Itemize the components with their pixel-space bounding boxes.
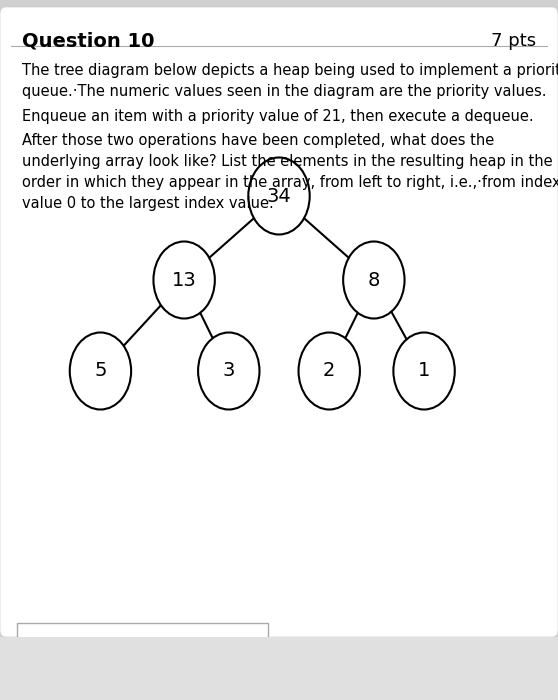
Text: ⊞: ⊞	[83, 659, 96, 678]
Circle shape	[343, 241, 405, 318]
Text: 3: 3	[223, 361, 235, 381]
Circle shape	[95, 656, 318, 681]
Circle shape	[198, 332, 259, 410]
Text: 1: 1	[418, 361, 430, 381]
Text: 34: 34	[267, 186, 291, 206]
Circle shape	[153, 241, 215, 318]
Circle shape	[393, 332, 455, 410]
Text: Enqueue an item with a priority value of 21, then execute a dequeue.: Enqueue an item with a priority value of…	[22, 108, 534, 123]
Circle shape	[248, 158, 310, 234]
FancyBboxPatch shape	[17, 623, 268, 679]
Text: ∧: ∧	[525, 662, 535, 676]
Text: Earn...: Earn...	[468, 657, 503, 667]
Text: The tree diagram below depicts a heap being used to implement a priority
queue.·: The tree diagram below depicts a heap be…	[22, 63, 558, 99]
Text: 13: 13	[172, 270, 196, 290]
Text: After those two operations have been completed, what does the
underlying array l: After those two operations have been com…	[22, 133, 558, 211]
Text: 7 pts: 7 pts	[490, 32, 536, 50]
Text: 📌: 📌	[135, 662, 144, 676]
Text: 8: 8	[368, 270, 380, 290]
Text: 5: 5	[94, 361, 107, 381]
Circle shape	[70, 332, 131, 410]
Text: ⬛: ⬛	[274, 659, 284, 678]
Text: Question 10: Question 10	[22, 32, 155, 50]
Circle shape	[299, 332, 360, 410]
Text: 2: 2	[323, 361, 335, 381]
